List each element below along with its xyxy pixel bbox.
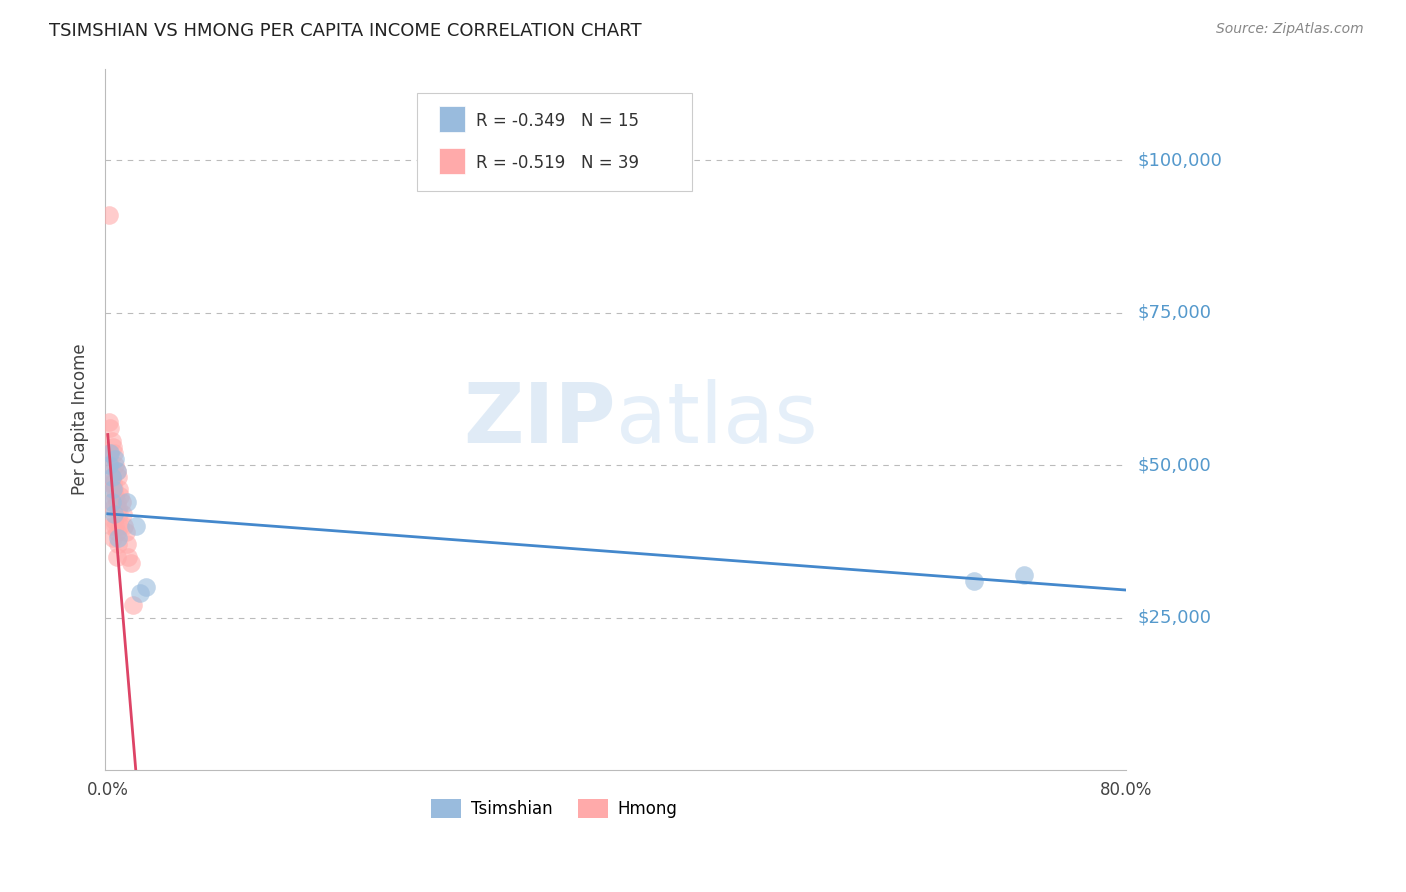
Point [107,537,129,551]
Text: $50,000: $50,000 [1137,456,1211,474]
Y-axis label: Per Capita Income: Per Capita Income [72,343,89,495]
Point [125,519,148,533]
Point [107,500,129,515]
Point [103,483,125,497]
Point [100,434,122,448]
Point [100,519,122,533]
Point [98,446,121,460]
Point [105,464,128,478]
Point [104,458,127,472]
Text: Source: ZipAtlas.com: Source: ZipAtlas.com [1216,22,1364,37]
Point [98,421,121,435]
Bar [439,106,464,132]
Text: atlas: atlas [616,379,817,459]
Point [101,500,124,515]
Text: R = -0.519   N = 39: R = -0.519 N = 39 [475,154,638,172]
Point [101,531,124,545]
Point [120,556,142,570]
Text: R = -0.349   N = 15: R = -0.349 N = 15 [475,112,638,130]
Point [115,494,138,508]
Point [105,525,128,540]
Point [104,451,127,466]
Point [100,494,122,508]
Point [107,470,129,484]
Point [98,476,121,491]
Point [101,483,124,497]
Point [122,599,145,613]
Point [100,470,122,484]
Point [1014,567,1036,582]
Point [100,494,122,508]
Point [108,507,131,521]
Text: $25,000: $25,000 [1137,608,1212,626]
Point [105,549,128,564]
Point [110,489,132,503]
Text: TSIMSHIAN VS HMONG PER CAPITA INCOME CORRELATION CHART: TSIMSHIAN VS HMONG PER CAPITA INCOME COR… [49,22,641,40]
Text: $100,000: $100,000 [1137,151,1222,169]
Point [103,446,125,460]
Point [103,513,125,527]
Point [98,415,121,429]
Point [128,586,150,600]
Point [98,458,121,472]
Point [114,525,136,540]
Point [103,507,125,521]
FancyBboxPatch shape [416,93,692,191]
Point [105,494,128,508]
Point [112,507,135,521]
Point [104,489,127,503]
Point [101,476,124,491]
Point [105,464,128,478]
Point [962,574,984,588]
Legend: Tsimshian, Hmong: Tsimshian, Hmong [425,792,685,825]
Point [115,537,138,551]
Point [110,519,132,533]
Text: $75,000: $75,000 [1137,303,1212,321]
Point [111,494,134,508]
Text: ZIP: ZIP [463,379,616,459]
Point [100,470,122,484]
Point [104,519,127,533]
Point [107,531,129,545]
Point [117,549,139,564]
Point [135,580,157,594]
Bar [439,148,464,174]
Point [112,519,135,533]
Point [98,446,121,460]
Point [108,483,131,497]
Point [101,440,124,454]
Point [98,208,121,222]
Point [98,458,121,472]
